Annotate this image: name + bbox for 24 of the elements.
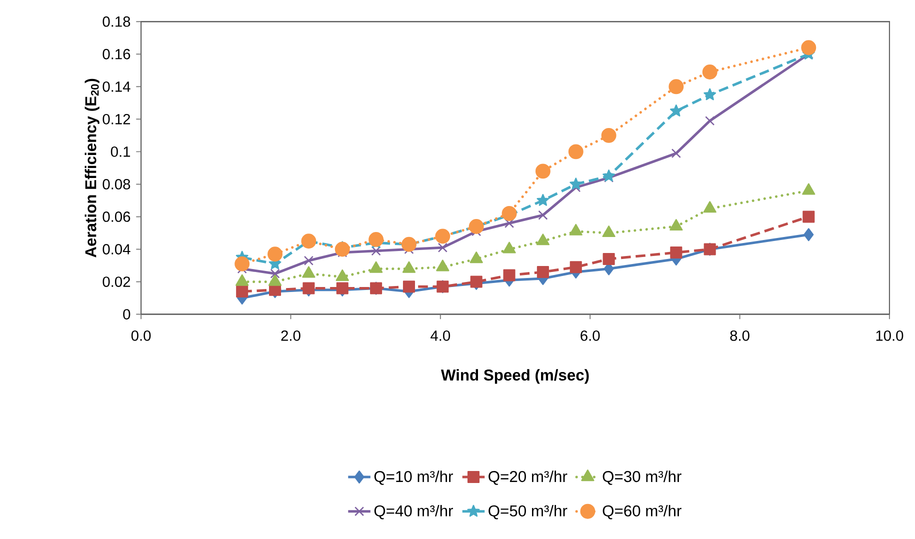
y-tick-label: 0.04 [102,244,130,254]
x-tick-label: 10.0 [876,330,904,341]
y-tick-label: 0 [123,308,130,320]
legend-label: Q=40 m³/hr [374,504,453,520]
legend-label: Q=10 m³/hr [374,470,453,485]
y-tick-label: 0.14 [102,81,130,92]
x-tick-label: 4.0 [430,330,450,341]
x-tick-label: 8.0 [730,330,750,341]
legend-label: Q=50 m³/hr [488,504,568,520]
y-axis-title: Aeration Efficiency (E$_{20}$) [84,78,100,258]
y-tick-label: 0.18 [102,16,130,27]
x-tick-label: 6.0 [580,330,600,341]
y-tick-label: 0.08 [102,178,130,190]
y-tick-label: 0.1 [110,146,130,157]
legend-label: Q=30 m³/hr [602,470,682,485]
x-axis-title: Wind Speed (m/sec) [440,369,589,384]
y-tick-label: 0.06 [102,211,130,222]
y-tick-label: 0.02 [102,276,130,287]
legend-label: Q=20 m³/hr [488,470,568,485]
y-tick-label: 0.16 [102,48,130,60]
y-tick-label: 0.12 [102,114,130,124]
x-tick-label: 0.0 [131,330,151,341]
x-tick-label: 2.0 [281,330,300,341]
legend-label: Q=60 m³/hr [602,504,682,520]
